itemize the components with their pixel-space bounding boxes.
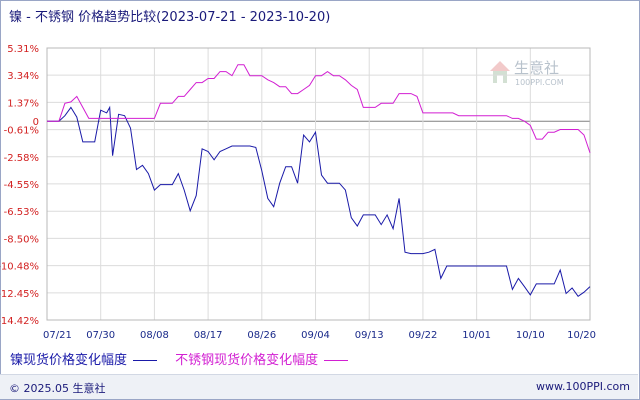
legend-label-nickel: 镍现货价格变化幅度: [10, 353, 128, 368]
footer: © 2025.05 生意社 www.100PPI.com: [0, 374, 638, 399]
y-tick-label: 5.31%: [7, 44, 39, 55]
y-tick-label: 0: [33, 117, 39, 128]
x-tick-label: 10/01: [462, 330, 491, 341]
x-tick-label: 10/20: [567, 330, 596, 341]
watermark-logo: 生意社 100PPI.COM: [482, 55, 577, 93]
chart-title: 镍 - 不锈钢 价格趋势比较(2023-07-21 - 2023-10-20): [9, 10, 331, 25]
y-tick-label: -12.45%: [0, 289, 39, 300]
legend-label-steel: 不锈钢现货价格变化幅度: [175, 353, 319, 368]
watermark-text: 生意社: [514, 59, 559, 77]
y-tick-label: -8.50%: [4, 234, 39, 245]
y-tick-label: -10.48%: [0, 262, 39, 273]
watermark-subtext: 100PPI.COM: [515, 78, 564, 87]
x-tick-label: 09/22: [409, 330, 438, 341]
x-tick-label: 08/08: [140, 330, 169, 341]
legend-item-nickel: 镍现货价格变化幅度: [10, 349, 158, 368]
y-tick-label: -6.53%: [4, 207, 39, 218]
x-tick-label: 10/10: [516, 330, 545, 341]
series-line-steel: [47, 64, 591, 154]
legend-swatch-nickel: [133, 360, 158, 361]
y-tick-label: 3.34%: [7, 71, 39, 82]
x-tick-label: 09/13: [355, 330, 384, 341]
y-axis-ticks: 5.31% 3.34% 1.37% 0-0.61% -2.58% -4.55% -6.53%…: [0, 44, 39, 327]
plot-area-border: [46, 47, 591, 321]
y-tick-label: -14.42%: [0, 316, 39, 327]
footer-site-link[interactable]: www.100PPI.com: [536, 380, 630, 393]
x-tick-label: 09/04: [301, 330, 330, 341]
y-tick-label: -0.61%: [4, 126, 39, 137]
x-tick-label: 07/21: [43, 330, 72, 341]
legend-item-steel: 不锈钢现货价格变化幅度: [175, 349, 349, 368]
x-axis-ticks: 07/21 07/30 08/08 08/17 08/26 09/04 09/13 09/22…: [43, 330, 596, 341]
y-tick-label: 1.37%: [7, 98, 39, 109]
grid: [46, 47, 591, 321]
x-tick-label: 08/17: [194, 330, 223, 341]
watermark-house-icon: 生意社 100PPI.COM: [490, 59, 564, 87]
series-lines: [47, 64, 591, 297]
footer-copyright: © 2025.05 生意社: [9, 382, 106, 395]
series-line-nickel: [47, 105, 591, 297]
legend-swatch-steel: [324, 360, 349, 361]
x-tick-label: 08/26: [247, 330, 276, 341]
y-tick-label: -4.55%: [4, 180, 39, 191]
axes: [46, 47, 591, 321]
x-tick-label: 07/30: [86, 330, 115, 341]
legend: 镍现货价格变化幅度 不锈钢现货价格变化幅度: [10, 349, 362, 368]
y-tick-label: -2.58%: [4, 153, 39, 164]
